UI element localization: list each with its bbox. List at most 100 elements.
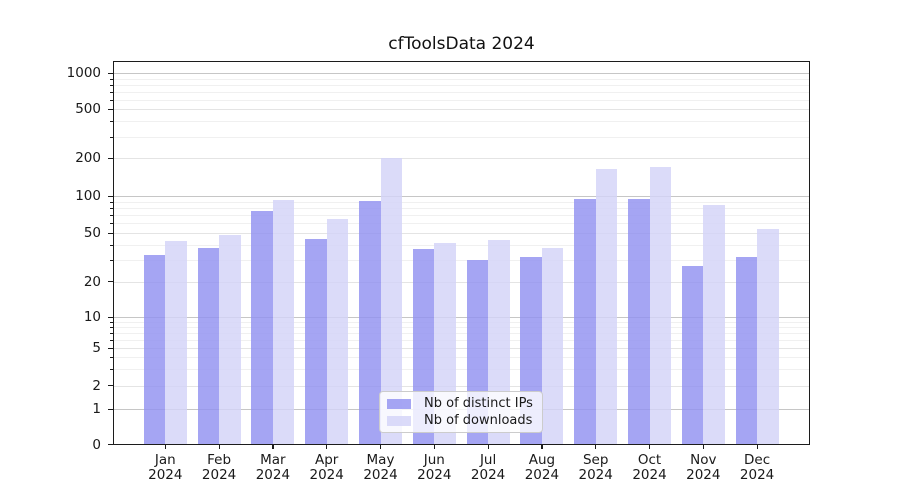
x-tick-label-aug-2024: Aug 2024 — [510, 451, 574, 484]
y-tick-label-2: 2 — [92, 377, 101, 394]
x-tick-label-jan-2024: Jan 2024 — [133, 452, 197, 484]
bar-nb-of-distinct-ips-mar-2024 — [251, 210, 273, 445]
x-tick-label-line: 2024 — [309, 467, 344, 483]
x-tick-label-sep-2024: Sep 2024 — [564, 451, 628, 484]
bar-nb-of-downloads-feb-2024 — [219, 235, 241, 445]
bar-nb-of-downloads-aug-2024 — [541, 247, 564, 445]
x-tick-mar-2024 — [272, 444, 274, 449]
x-tick-label-jul-2024: Jul 2024 — [456, 451, 520, 484]
x-tick-feb-2024 — [218, 444, 220, 449]
bar-nb-of-distinct-ips-jan-2024 — [143, 255, 166, 445]
y-minor-tick-8 — [110, 327, 113, 329]
gridline-minor-6 — [113, 340, 810, 342]
y-tick-20 — [107, 281, 113, 283]
y-tick-label-5: 5 — [92, 340, 101, 357]
legend-label-downloads: Nb of downloads — [424, 413, 533, 428]
x-tick-sep-2024 — [595, 444, 597, 449]
x-tick-jun-2024 — [433, 444, 435, 449]
x-tick-label-line: 2024 — [470, 467, 506, 483]
gridline-20 — [113, 281, 810, 283]
x-tick-label-line: May — [366, 451, 395, 468]
gridline-minor-600 — [113, 99, 810, 101]
x-tick-label-line: 2024 — [686, 467, 721, 483]
y-tick-label-0: 0 — [92, 436, 101, 453]
x-tick-may-2024 — [380, 444, 382, 449]
x-tick-nov-2024 — [702, 444, 704, 449]
y-minor-tick-70 — [110, 215, 113, 217]
y-tick-10 — [107, 316, 113, 318]
chart-title: cfToolsData 2024 — [388, 34, 535, 54]
legend-item-downloads: Nb of downloads — [387, 413, 534, 428]
x-tick-apr-2024 — [326, 444, 328, 449]
x-tick-label-jun-2024: Jun 2024 — [402, 451, 466, 484]
legend: Nb of distinct IPs Nb of downloads — [379, 391, 543, 433]
y-minor-tick-800 — [110, 84, 113, 86]
legend-label-distinct-ips: Nb of distinct IPs — [424, 396, 533, 411]
gridline-minor-30 — [113, 260, 810, 262]
y-minor-tick-7 — [110, 333, 113, 335]
bar-nb-of-downloads-oct-2024 — [649, 167, 671, 445]
x-tick-dec-2024 — [756, 444, 758, 449]
bar-nb-of-distinct-ips-dec-2024 — [735, 256, 758, 445]
gridline-minor-90 — [113, 201, 810, 203]
legend-swatch-distinct-ips — [387, 398, 411, 409]
y-minor-tick-4 — [110, 357, 113, 359]
gridline-200 — [113, 158, 810, 160]
y-tick-label-50: 50 — [83, 225, 101, 242]
gridline-5 — [113, 348, 810, 350]
bar-nb-of-distinct-ips-nov-2024 — [681, 265, 704, 445]
y-tick-label-1: 1 — [92, 401, 101, 418]
x-tick-label-line: Oct — [637, 451, 662, 468]
x-tick-label-line: Jun — [423, 451, 445, 468]
y-tick-label-100: 100 — [75, 188, 101, 204]
gridline-minor-300 — [113, 136, 810, 138]
x-tick-label-line: 2024 — [578, 467, 613, 483]
gridline-minor-400 — [113, 121, 810, 123]
bar-nb-of-distinct-ips-sep-2024 — [574, 198, 596, 445]
x-tick-label-dec-2024: Dec 2024 — [725, 452, 789, 484]
x-tick-label-line: Sep — [582, 451, 609, 468]
x-tick-label-may-2024: May 2024 — [349, 451, 413, 484]
x-tick-label-line: Nov — [690, 451, 717, 468]
gridline-minor-80 — [113, 208, 810, 209]
gridline-minor-700 — [113, 91, 810, 93]
bar-nb-of-downloads-jan-2024 — [165, 241, 187, 445]
y-minor-tick-900 — [110, 78, 113, 80]
gridline-minor-9 — [113, 322, 810, 323]
y-tick-label-10: 10 — [83, 309, 101, 326]
x-tick-label-line: Feb — [207, 451, 232, 468]
gridline-minor-3 — [113, 369, 810, 371]
bar-nb-of-downloads-dec-2024 — [757, 229, 779, 445]
y-minor-tick-300 — [110, 136, 113, 138]
y-minor-tick-90 — [110, 201, 113, 203]
gridline-2 — [113, 385, 810, 387]
y-minor-tick-30 — [110, 260, 113, 262]
gridline-minor-800 — [113, 84, 810, 86]
y-tick-1000 — [107, 72, 113, 74]
x-tick-label-line: Apr — [315, 451, 339, 468]
x-tick-label-line: 2024 — [255, 467, 291, 483]
x-tick-label-line: 2024 — [632, 467, 667, 483]
x-tick-label-line: Jul — [479, 451, 497, 468]
x-tick-label-mar-2024: Mar 2024 — [241, 451, 305, 484]
gridline-50 — [113, 233, 810, 235]
y-minor-tick-6 — [110, 340, 113, 342]
x-tick-label-line: 2024 — [201, 467, 237, 483]
x-tick-label-line: Aug — [528, 451, 556, 468]
legend-item-distinct-ips: Nb of distinct IPs — [387, 396, 534, 411]
bar-nb-of-distinct-ips-feb-2024 — [197, 247, 220, 445]
y-minor-tick-40 — [110, 245, 113, 247]
x-tick-label-line: Mar — [260, 451, 286, 468]
y-tick-50 — [107, 232, 113, 234]
gridline-minor-4 — [113, 357, 810, 359]
gridline-minor-60 — [113, 223, 810, 225]
gridline-100 — [113, 196, 810, 197]
gridline-minor-900 — [113, 78, 810, 80]
gridline-minor-7 — [113, 333, 810, 335]
y-minor-tick-80 — [110, 208, 113, 209]
x-tick-label-feb-2024: Feb 2024 — [187, 451, 251, 484]
y-minor-tick-9 — [110, 322, 113, 323]
bar-nb-of-downloads-sep-2024 — [595, 168, 618, 445]
x-tick-jul-2024 — [487, 444, 489, 449]
